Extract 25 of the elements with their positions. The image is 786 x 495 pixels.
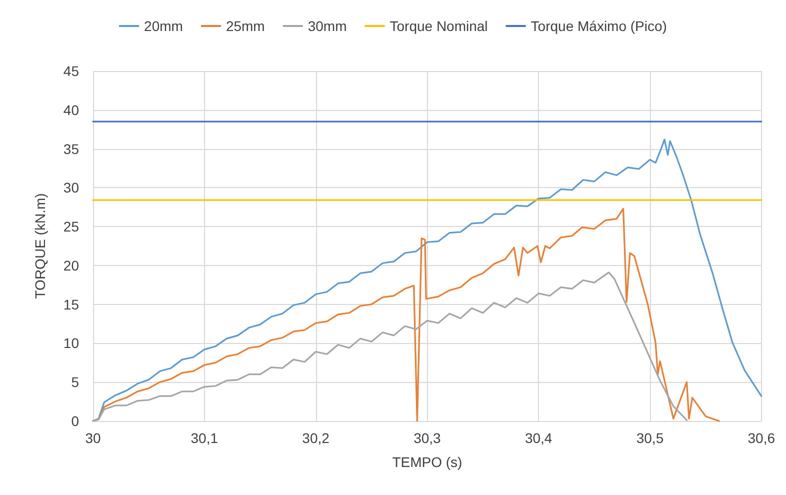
x-tick-label: 30,6 <box>748 430 776 446</box>
y-tick-label: 0 <box>71 413 80 429</box>
y-tick-label: 15 <box>63 296 80 312</box>
legend-label: 25mm <box>226 18 265 34</box>
y-tick-label: 40 <box>63 102 80 118</box>
y-tick-label: 35 <box>63 140 80 157</box>
y-tick-label: 30 <box>63 180 80 196</box>
x-tick-label: 30,1 <box>190 430 218 446</box>
x-tick-label: 30,5 <box>636 430 664 446</box>
x-tick-label: 30 <box>85 430 101 446</box>
x-axis-title: TEMPO (s) <box>392 454 462 470</box>
x-tick-label: 30,4 <box>524 430 552 446</box>
y-tick-label: 10 <box>63 335 80 352</box>
x-tick-label: 30,2 <box>302 430 330 446</box>
y-tick-label: 20 <box>63 257 80 274</box>
y-tick-label: 45 <box>63 63 80 79</box>
legend-label: 20mm <box>144 18 183 34</box>
y-tick-label: 5 <box>71 374 80 390</box>
line-series <box>92 272 688 422</box>
legend-label: 30mm <box>308 18 347 34</box>
legend-label: Torque Nominal <box>390 18 488 34</box>
y-axis-title: TORQUE (kN.m) <box>32 193 48 299</box>
x-tick-label: 30,3 <box>414 430 442 446</box>
y-tick-label: 25 <box>63 218 80 235</box>
legend-label: Torque Máximo (Pico) <box>530 18 667 34</box>
